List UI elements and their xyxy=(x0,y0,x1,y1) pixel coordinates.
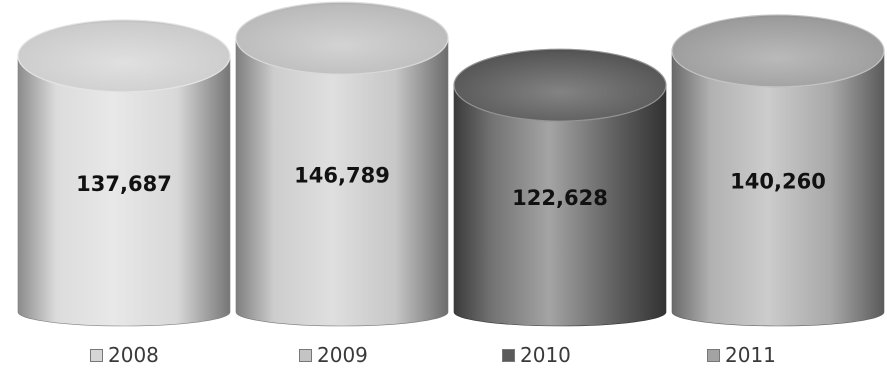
legend-item-2011: 2011 xyxy=(707,343,776,367)
legend-label-2008: 2008 xyxy=(108,343,159,367)
bar-2009: 146,789 xyxy=(235,1,449,327)
legend-swatch-2010 xyxy=(502,348,515,362)
legend-swatch-2008 xyxy=(90,348,103,362)
data-label-2008: 137,687 xyxy=(76,172,172,196)
legend: 2008 2009 2010 2011 xyxy=(0,343,887,367)
legend-swatch-2009 xyxy=(299,348,312,362)
bar-top-2010 xyxy=(453,48,667,122)
legend-label-2010: 2010 xyxy=(520,343,571,367)
bars-group: 137,687 146,789 122,628 140,260 xyxy=(17,1,885,327)
bar-2011: 140,260 xyxy=(671,14,885,327)
bar-top-2008 xyxy=(17,19,231,93)
bar-2008: 137,687 xyxy=(17,19,231,327)
data-label-2011: 140,260 xyxy=(730,170,826,194)
legend-label-2009: 2009 xyxy=(317,343,368,367)
data-label-2010: 122,628 xyxy=(512,186,608,210)
legend-item-2009: 2009 xyxy=(299,343,368,367)
bar-2010: 122,628 xyxy=(453,48,667,327)
legend-item-2010: 2010 xyxy=(502,343,571,367)
bar-top-2011 xyxy=(671,14,885,88)
legend-item-2008: 2008 xyxy=(90,343,159,367)
legend-label-2011: 2011 xyxy=(725,343,776,367)
bar-top-2009 xyxy=(235,1,449,75)
legend-swatch-2011 xyxy=(707,348,720,362)
data-label-2009: 146,789 xyxy=(294,164,390,188)
